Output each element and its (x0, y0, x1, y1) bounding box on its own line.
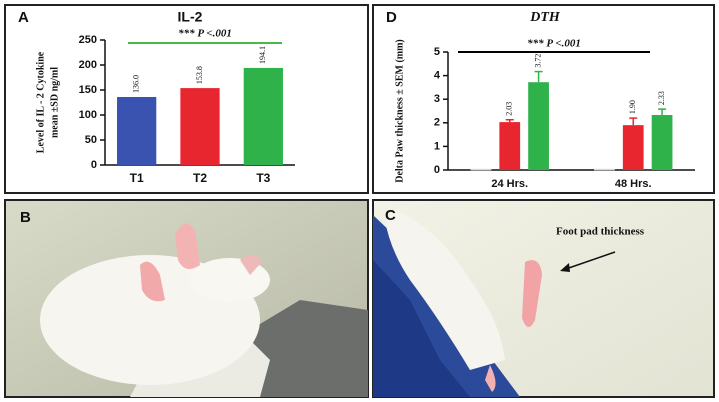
bar (528, 82, 549, 170)
y-tick-label: 100 (79, 109, 97, 121)
y-tick-label: 1 (434, 140, 440, 152)
value-label: 2.33 (657, 91, 666, 105)
panel-letter: C (385, 207, 396, 224)
y-tick-label: 2 (434, 117, 440, 129)
value-label: 1.90 (628, 100, 637, 114)
x-tick-label: T3 (256, 171, 270, 185)
y-tick-label: 3 (434, 93, 440, 105)
bar (622, 125, 644, 170)
y-tick-label: 50 (85, 134, 97, 146)
photo-annotation: Foot pad thickness (556, 226, 645, 238)
x-tick-label: 48 Hrs. (615, 178, 652, 190)
y-tick-label: 4 (434, 70, 441, 82)
significance-text: *** P <.001 (178, 28, 232, 40)
panel-letter: D (386, 9, 397, 26)
chart-title: IL-2 (178, 9, 203, 25)
bar (243, 67, 283, 165)
y-axis-label: Delta Paw thickness ± SEM (mm) (394, 39, 405, 183)
chart-title: DTH (529, 10, 561, 25)
value-label: 194.1 (258, 46, 267, 64)
panel-letter: B (20, 209, 31, 226)
bar (180, 88, 220, 165)
x-tick-label: T1 (130, 171, 144, 185)
x-tick-label: T2 (193, 171, 207, 185)
value-label: 136.0 (131, 75, 140, 93)
y-axis-label: mean ±SD ng/ml (49, 67, 60, 138)
y-tick-label: 0 (434, 164, 440, 176)
bar (651, 115, 673, 170)
photo-c: Foot pad thickness C (372, 199, 715, 398)
bar (117, 97, 157, 165)
value-label: 153.8 (195, 66, 204, 84)
photo-b: B (4, 199, 369, 398)
y-tick-label: 150 (79, 84, 97, 96)
x-tick-label: 24 Hrs. (491, 178, 528, 190)
bar (470, 168, 492, 171)
bar (499, 122, 521, 170)
arrow (562, 251, 616, 271)
y-axis-label: Level of IL - 2 Cytokine (35, 51, 46, 153)
panel-letter: A (18, 9, 29, 26)
y-tick-label: 200 (79, 59, 97, 71)
significance-text: *** P <.001 (527, 38, 581, 50)
value-label: 2.03 (505, 102, 514, 116)
arrow-head (560, 263, 570, 272)
y-tick-label: 5 (434, 46, 440, 58)
y-tick-label: 250 (79, 34, 97, 46)
value-label: 3.72 (533, 54, 542, 68)
y-tick-label: 0 (91, 159, 97, 171)
bar (594, 168, 615, 171)
